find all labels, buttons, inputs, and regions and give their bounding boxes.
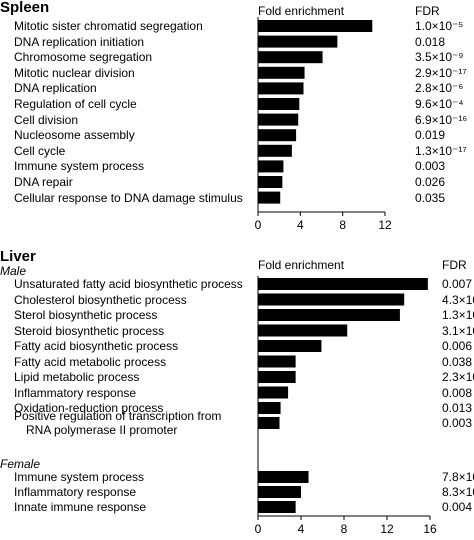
- bar: [258, 486, 301, 498]
- x-tick-label: 12: [380, 522, 394, 536]
- category-label: Fatty acid biosynthetic process: [14, 339, 179, 353]
- bar: [258, 82, 304, 95]
- category-label: Cellular response to DNA damage stimulus: [14, 190, 243, 205]
- bar: [258, 113, 299, 126]
- fdr-value: 8.3×10⁻⁴: [442, 485, 474, 499]
- x-tick-label: 8: [339, 218, 346, 232]
- bar: [258, 355, 296, 368]
- category-label: Cell division: [14, 112, 79, 127]
- category-label: Nucleosome assembly: [14, 128, 135, 143]
- axis-label: Fold enrichment: [258, 258, 345, 272]
- fdr-value: 0.004: [442, 500, 473, 514]
- panel-subtitle: Male: [0, 264, 27, 278]
- x-tick-label: 8: [340, 522, 348, 536]
- bar: [258, 417, 280, 429]
- x-tick-label: 12: [378, 218, 392, 232]
- fdr-value: 7.8×10⁻⁷: [442, 470, 474, 484]
- bar: [258, 129, 297, 142]
- category-label: Inflammatory response: [14, 485, 137, 499]
- x-tick-label: 4: [297, 522, 305, 536]
- bar: [258, 144, 292, 157]
- fdr-value: 0.038: [442, 354, 473, 369]
- fdr-value: 0.026: [415, 175, 446, 189]
- fdr-value: 0.035: [415, 190, 446, 205]
- bar: [258, 191, 281, 204]
- category-label: Chromosome segregation: [14, 50, 153, 65]
- panel-subtitle: Female: [0, 457, 41, 471]
- category-label: Oxidation-reduction process: [14, 401, 164, 415]
- bar: [258, 324, 348, 337]
- panel-title: Liver: [0, 248, 36, 265]
- category-label: DNA replication: [14, 81, 97, 96]
- category-label: Mitotic sister chromatid segregation: [14, 19, 203, 33]
- category-label: Cholesterol biosynthetic process: [14, 292, 187, 307]
- x-tick-label: 16: [423, 522, 437, 536]
- category-label: Immune system process: [14, 159, 145, 174]
- fdr-value: 2.8×10⁻⁶: [415, 81, 464, 96]
- panel-title: Spleen: [0, 0, 50, 16]
- fdr-value: 0.003: [415, 159, 446, 174]
- bar: [258, 51, 323, 64]
- bar: [258, 98, 300, 110]
- category-label: Steroid biosynthetic process: [14, 323, 165, 338]
- fdr-value: 1.3×10⁻⁴: [442, 308, 474, 322]
- fdr-value: 0.013: [442, 401, 473, 415]
- fdr-value: 3.5×10⁻⁹: [415, 50, 464, 65]
- bar: [258, 293, 405, 306]
- bar: [258, 501, 296, 513]
- category-label: Regulation of cell cycle: [14, 97, 137, 111]
- fdr-header: FDR: [415, 4, 440, 18]
- category-label: Innate immune response: [14, 500, 147, 514]
- fdr-value: 1.0×10⁻⁵: [415, 19, 464, 33]
- category-label: Mitotic nuclear division: [14, 65, 135, 80]
- bar: [258, 20, 373, 32]
- bar: [258, 386, 289, 399]
- bar: [258, 278, 428, 290]
- category-label: Positive regulation of transcription fro…: [14, 409, 222, 437]
- bar: [258, 309, 400, 321]
- fdr-value: 0.007: [442, 277, 473, 291]
- fdr-value: 0.006: [442, 339, 473, 353]
- category-label: Sterol biosynthetic process: [14, 308, 158, 322]
- fdr-value: 2.3×10⁻⁸: [442, 370, 474, 384]
- fdr-value: 0.018: [415, 34, 446, 49]
- fdr-value: 2.9×10⁻¹⁷: [415, 65, 467, 80]
- category-label: Unsaturated fatty acid biosynthetic proc…: [14, 277, 243, 291]
- bar: [258, 340, 322, 352]
- bar: [258, 160, 284, 173]
- fdr-value: 4.3×10⁻⁶: [442, 292, 474, 307]
- category-label: DNA repair: [14, 175, 73, 189]
- bar: [258, 66, 305, 79]
- category-label: Inflammatory response: [14, 385, 137, 400]
- category-label: Cell cycle: [14, 143, 66, 158]
- fdr-value: 6.9×10⁻¹⁶: [415, 112, 468, 127]
- fdr-value: 0.019: [415, 128, 446, 143]
- fdr-value: 1.3×10⁻¹⁷: [415, 143, 467, 158]
- fdr-value: 9.6×10⁻⁴: [415, 97, 464, 111]
- x-tick-label: 0: [254, 522, 262, 536]
- axis-label: Fold enrichment: [258, 4, 345, 18]
- bar: [258, 371, 296, 383]
- category-label: Fatty acid metabolic process: [14, 354, 167, 369]
- x-tick-label: 0: [254, 218, 262, 232]
- fdr-value: 0.003: [442, 416, 473, 430]
- category-label: Immune system process: [14, 470, 145, 484]
- bar: [258, 176, 283, 188]
- fdr-value: 3.1×10⁻⁵: [442, 323, 474, 338]
- bar: [258, 402, 281, 414]
- x-tick-label: 4: [296, 218, 304, 232]
- category-label: DNA replication initiation: [14, 34, 145, 49]
- category-label: Lipid metabolic process: [14, 370, 140, 384]
- fdr-value: 0.008: [442, 385, 473, 400]
- fdr-header: FDR: [442, 258, 467, 272]
- bar: [258, 471, 309, 483]
- bar: [258, 35, 338, 48]
